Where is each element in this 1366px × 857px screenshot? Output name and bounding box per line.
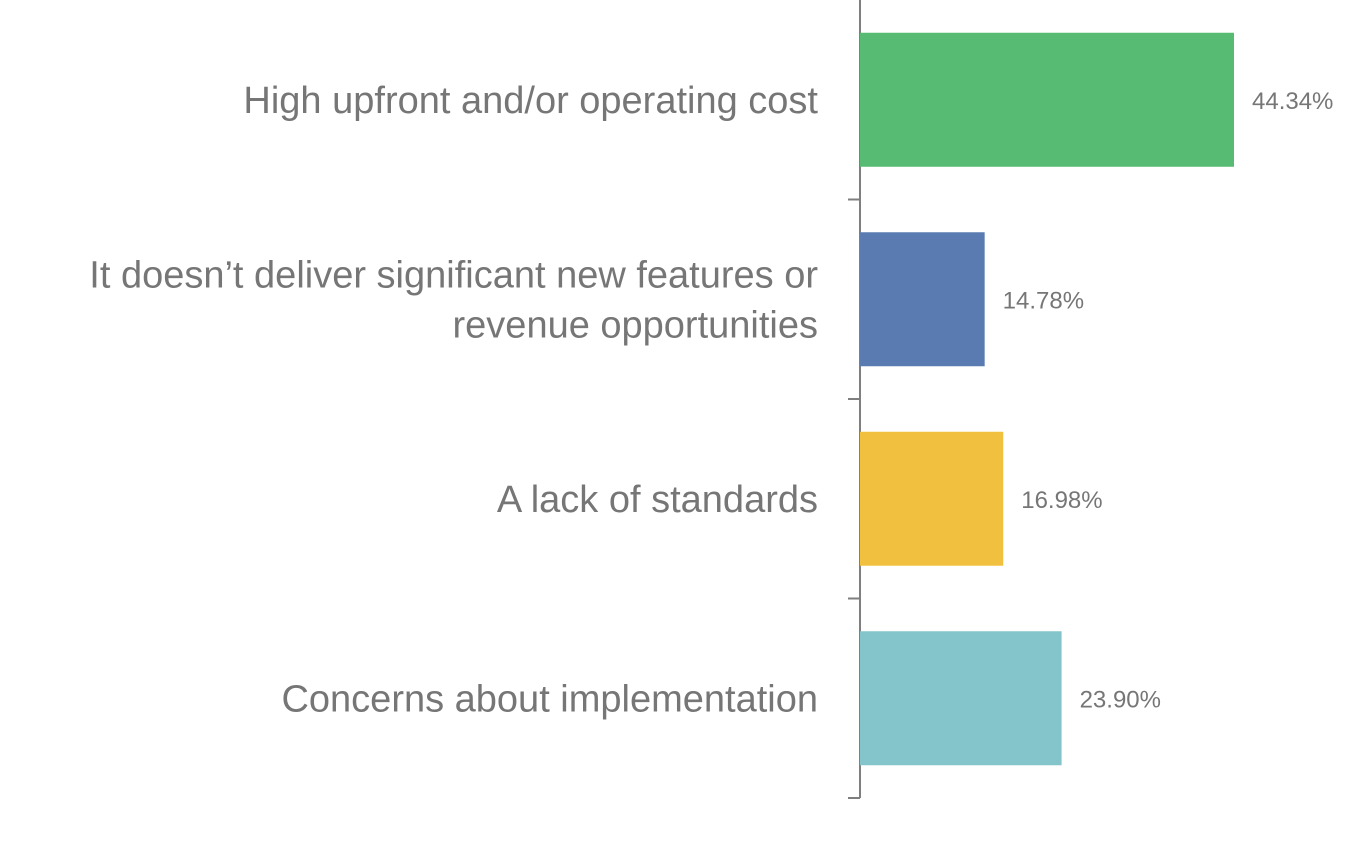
bar-2 [860,232,985,367]
category-label-2-line-1: It doesn’t deliver significant new featu… [89,254,818,296]
bar-3 [860,431,1004,566]
value-label-4: 23.90% [1080,686,1161,713]
category-label-4: Concerns about implementation [281,678,818,720]
value-label-2: 14.78% [1003,287,1084,314]
category-label-1: High upfront and/or operating cost [243,80,818,122]
category-label-3: A lack of standards [497,479,818,521]
bar-1 [860,32,1234,167]
category-label-2-line-2: revenue opportunities [453,304,818,346]
bar-4 [860,631,1062,766]
value-label-1: 44.34% [1252,88,1333,115]
value-label-3: 16.98% [1021,487,1102,514]
